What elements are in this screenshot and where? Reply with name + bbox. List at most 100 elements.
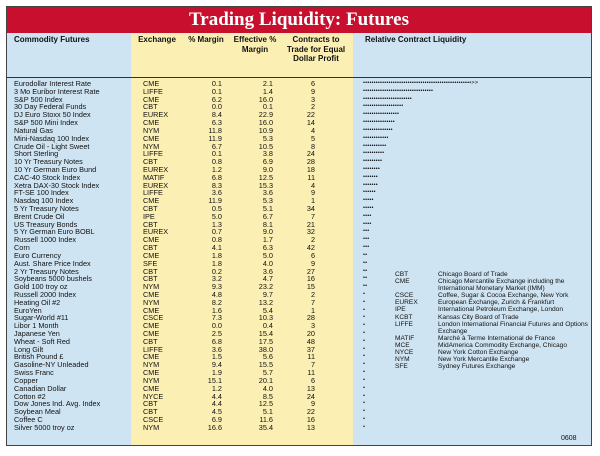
liquidity-dots: •	[363, 392, 366, 399]
liquidity-dots: •	[363, 361, 366, 368]
legend-abbreviation: MCE	[395, 341, 410, 349]
effective-margin-cell: 4.7	[262, 274, 273, 284]
contracts-cell: 3	[310, 321, 315, 331]
commodity-name: Soybeans 5000 bushels	[14, 274, 92, 284]
table-row: EuroYen CME 1.6 5.4 1	[7, 305, 353, 315]
exchange-cell: LIFFE	[143, 86, 163, 96]
margin-cell: 0.7	[211, 227, 222, 237]
exchange-cell: CME	[143, 118, 160, 128]
exchange-cell: NYM	[143, 125, 160, 135]
table-row: Swiss Franc CME 1.9 5.7 11	[7, 369, 353, 377]
liquidity-dots: ••••••••••	[363, 150, 385, 157]
table-row: Natural Gas NYM 11.8 10.9 4	[7, 127, 353, 135]
contracts-cell: 9	[310, 258, 315, 268]
margin-cell: 8.3	[211, 180, 222, 190]
numeric-columns-background	[131, 33, 353, 445]
exchange-cell: CBT	[143, 157, 158, 167]
table-row: US Treasury Bonds CBT 1.3 8.1 21	[7, 219, 353, 229]
commodity-name: 10 Yr Treasury Notes	[14, 157, 83, 167]
table-row: S&P 500 Index CME 6.2 16.0 3	[7, 94, 353, 104]
table-row: Brent Crude Oil IPE 5.0 6.7 7	[7, 212, 353, 221]
contracts-cell: 24	[306, 149, 315, 159]
header-effective-margin: Effective % Margin	[233, 35, 277, 54]
contracts-cell: 15	[306, 282, 315, 292]
legend-definition: MidAmerica Commodity Exchange, Chicago	[438, 341, 567, 349]
table-row: Euro Currency CME 1.8 5.0 6	[7, 252, 353, 260]
table-row: Japanese Yen CME 2.5 15.4 20	[7, 330, 353, 338]
legend-abbreviation: CME	[395, 278, 410, 286]
margin-cell: 1.2	[211, 164, 222, 174]
liquidity-dots: •	[363, 384, 366, 391]
liquidity-dots: •	[363, 298, 366, 305]
margin-cell: 4.4	[211, 391, 222, 401]
margin-cell: 1.8	[211, 258, 222, 268]
margin-cell: 2.5	[211, 329, 222, 338]
table-row: British Pound £ CME 1.5 5.6 11	[7, 353, 353, 361]
contracts-cell: 14	[306, 118, 315, 128]
exchange-cell: CBT	[143, 407, 158, 417]
table-row: Eurodollar Interest Rate CME 0.1 2.1 6	[7, 80, 353, 88]
margin-cell: 6.2	[211, 94, 222, 104]
commodity-name: Soybean Meal	[14, 407, 61, 417]
legend-abbreviation: LIFFE	[395, 320, 413, 328]
contracts-cell: 5	[310, 133, 315, 143]
commodity-name: US Treasury Bonds	[14, 219, 78, 229]
contracts-cell: 2	[310, 289, 315, 299]
effective-margin-cell: 5.6	[262, 352, 273, 362]
commodity-name: 5 Yr Treasury Notes	[14, 204, 79, 213]
contracts-cell: 11	[307, 352, 315, 362]
contracts-cell: 34	[306, 204, 315, 213]
contracts-cell: 28	[306, 157, 315, 167]
table-row: Aust. Share Price Index SFE 1.8 4.0 9	[7, 258, 353, 268]
contracts-cell: 11	[307, 172, 315, 182]
header-contracts: Contracts to Trade for Equal Dollar Prof…	[286, 35, 346, 63]
table-row: 10 Yr Treasury Notes CBT 0.8 6.9 28	[7, 158, 353, 166]
legend-definition: Coffee, Sugar & Cocoa Exchange, New York	[438, 292, 569, 300]
exchange-cell: EUREX	[143, 227, 169, 237]
exchange-cell: MATIF	[143, 172, 165, 182]
table-row: Sugar-World #11 CSCE 7.3 10.3 28	[7, 314, 353, 322]
commodity-name: Sugar-World #11	[14, 313, 69, 323]
liquidity-dots: •••••	[363, 197, 374, 204]
liquidity-dots: •••••••••••••••••	[363, 111, 400, 118]
table-row: Libor 1 Month CME 0.0 0.4 3	[7, 322, 353, 330]
exchange-cell: CSCE	[143, 414, 164, 424]
table-row: Crude Oil - Light Sweet NYM 6.7 10.5 8	[7, 142, 353, 151]
commodity-name: FT-SE 100 Index	[14, 188, 69, 198]
contracts-cell: 13	[306, 422, 315, 432]
table-row: Mini-Nasdaq 100 Index CME 11.9 5.3 5	[7, 133, 353, 143]
effective-margin-cell: 6.3	[262, 243, 273, 253]
exchange-cell: CBT	[143, 336, 158, 346]
margin-cell: 15.1	[207, 375, 222, 385]
margin-cell: 4.8	[211, 289, 222, 299]
contracts-cell: 7	[310, 360, 315, 370]
exchange-cell: CBT	[143, 243, 158, 253]
commodity-name: S&P 500 Mini Index	[14, 118, 78, 128]
liquidity-dots: •••••••	[363, 181, 378, 188]
effective-margin-cell: 17.5	[258, 336, 273, 346]
table-row: Long Gilt LIFFE 3.6 38.0 37	[7, 344, 353, 354]
commodity-name: Mini-Nasdaq 100 Index	[14, 133, 90, 143]
exchange-cell: CME	[143, 196, 160, 206]
effective-margin-cell: 0.1	[262, 102, 273, 112]
margin-cell: 4.1	[211, 243, 222, 253]
effective-margin-cell: 4.0	[262, 258, 273, 268]
contracts-cell: 21	[306, 219, 315, 229]
legend-entry: CME Chicago Mercantile Exchange including…	[395, 278, 591, 292]
header-relative-liquidity: Relative Contract Liquidity	[365, 35, 467, 44]
contracts-cell: 18	[306, 164, 315, 174]
effective-margin-cell: 5.4	[262, 305, 273, 315]
liquidity-dots: •••••••••	[363, 158, 383, 165]
legend-definition: New York Mercantile Exchange	[438, 356, 530, 364]
commodity-name: Natural Gas	[14, 125, 53, 135]
commodity-name: EuroYen	[14, 305, 42, 315]
effective-margin-cell: 15.5	[258, 360, 273, 370]
commodity-name: Euro Currency	[14, 250, 62, 260]
liquidity-dots: •	[363, 369, 366, 376]
legend-abbreviation: SFE	[395, 363, 408, 371]
contracts-cell: 37	[306, 344, 315, 354]
commodity-name: British Pound £	[14, 352, 64, 362]
effective-margin-cell: 5.3	[262, 133, 273, 143]
contracts-cell: 13	[306, 383, 315, 393]
liquidity-dots: ••••	[363, 212, 372, 219]
